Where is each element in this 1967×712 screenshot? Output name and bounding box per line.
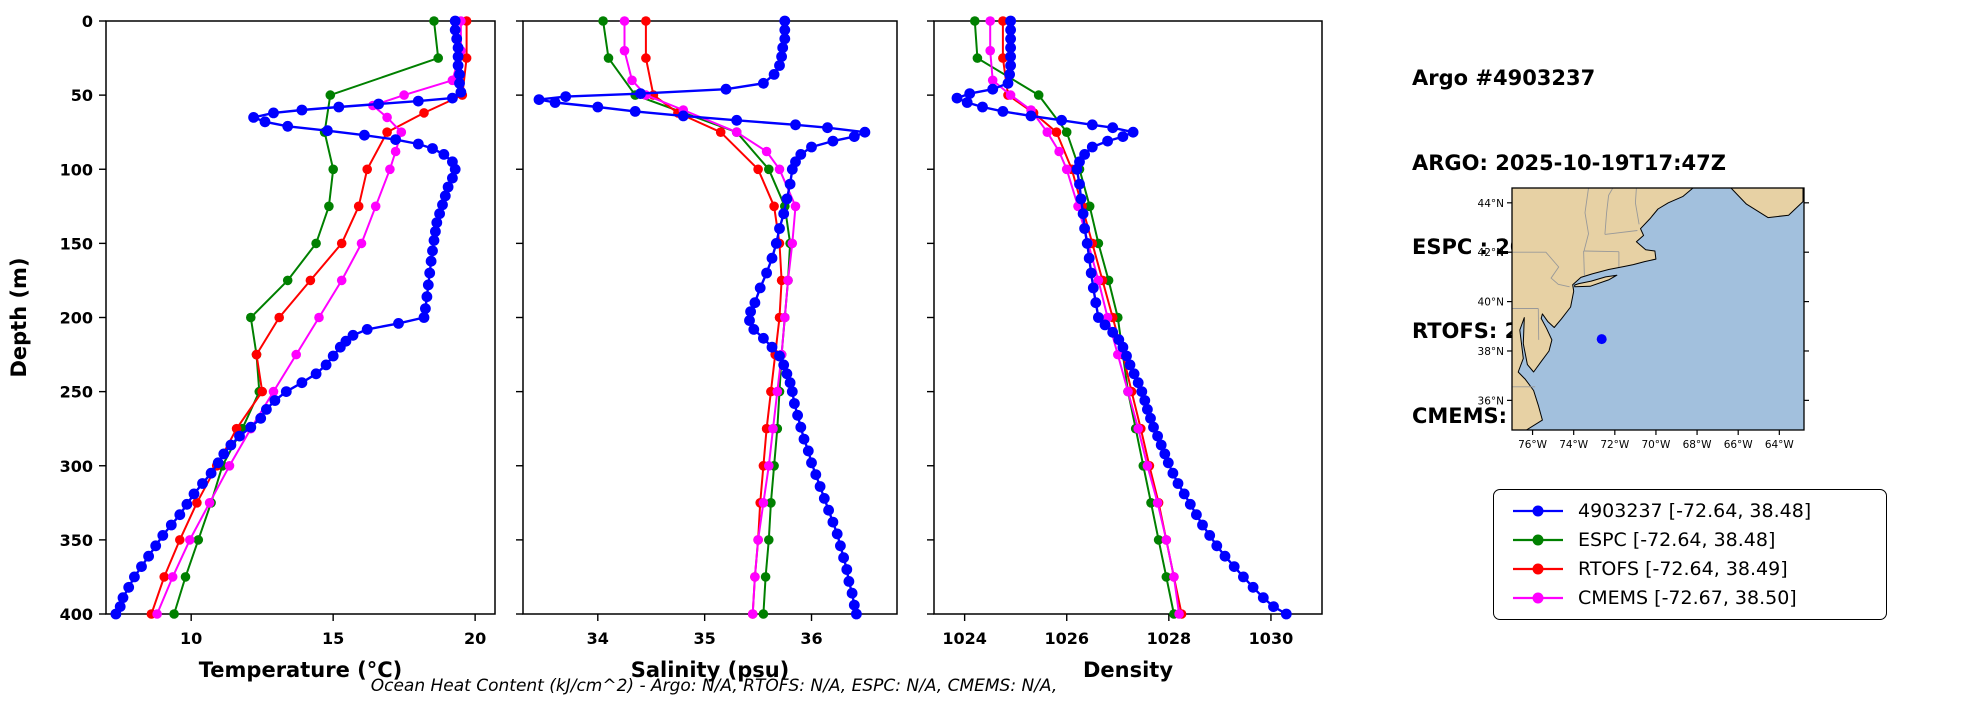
legend-item-4903237: 4903237 [-72.64, 38.48] (1510, 500, 1870, 522)
map-land (1574, 274, 1618, 288)
depth-tick-label: 400 (60, 605, 93, 624)
map-land (1730, 188, 1804, 219)
plot-frame (522, 20, 898, 615)
x-tick-label: 36 (800, 629, 822, 648)
depth-tick-label: 0 (82, 12, 93, 31)
legend-label: RTOFS [-72.64, 38.49] (1578, 558, 1788, 580)
legend-box: 4903237 [-72.64, 38.48] ESPC [-72.64, 38.… (1493, 489, 1887, 620)
map-lat-label: 40°N (1478, 297, 1504, 309)
depth-tick-label: 200 (60, 309, 93, 328)
map-lon-label: 76°W (1518, 439, 1548, 451)
x-tick-label: 35 (694, 629, 716, 648)
series-CMEMS (985, 16, 1184, 619)
float-position-dot (1596, 334, 1607, 345)
map-lat-label: 36°N (1478, 395, 1504, 407)
map-state-border (1604, 188, 1614, 235)
legend-item-espc: ESPC [-72.64, 38.48] (1510, 529, 1870, 551)
map-state-border (1634, 188, 1640, 225)
legend-marker-icon (1513, 563, 1563, 575)
depth-tick-label: 50 (71, 86, 93, 105)
chart-panel-1: 34 35 36 Salinity (psu) (516, 15, 898, 682)
location-map: 44°N 42°N 40°N 38°N 36°N 76°W 74°W 72°W 70°W 68°W… (1478, 187, 1809, 451)
map-state-border (1583, 188, 1589, 252)
plot-frame (933, 20, 1323, 615)
depth-tick-label: 250 (60, 383, 93, 402)
map-state-border (1583, 250, 1585, 276)
depth-tick-label: 300 (60, 457, 93, 476)
plot-frame (105, 20, 496, 615)
legend-label: ESPC [-72.64, 38.48] (1578, 529, 1776, 551)
legend-marker-icon (1513, 592, 1563, 604)
map-state-border (1512, 251, 1570, 288)
series-4903237 (951, 15, 1292, 620)
map-lon-label: 72°W (1600, 439, 1630, 451)
map-lat-label: 42°N (1478, 247, 1504, 259)
series-4903237 (110, 15, 467, 620)
legend-item-rtofs: RTOFS [-72.64, 38.49] (1510, 558, 1870, 580)
map-frame (1511, 187, 1805, 431)
x-tick-label: 1028 (1147, 629, 1192, 648)
series-RTOFS (146, 16, 472, 619)
legend-label: CMEMS [-72.67, 38.50] (1578, 587, 1797, 609)
profile-charts: 10 15 20050100150200250300350400Temperatur… (7, 12, 1323, 682)
x-tick-label: 1024 (942, 629, 987, 648)
chart-panel-0: 10 15 20050100150200250300350400Temperatur… (60, 12, 496, 682)
depth-tick-label: 100 (60, 160, 93, 179)
map-lon-label: 64°W (1765, 439, 1795, 451)
depth-tick-label: 350 (60, 531, 93, 550)
depth-tick-label: 150 (60, 234, 93, 253)
chart-panel-2: 1024 1026 1028 1030 Density (927, 15, 1323, 682)
x-axis-label: Density (1083, 658, 1173, 682)
series-line (150, 21, 468, 615)
map-lon-label: 68°W (1683, 439, 1713, 451)
map-lon-label: 70°W (1641, 439, 1671, 451)
legend-marker-icon (1513, 505, 1563, 517)
map-state-border (1604, 230, 1638, 235)
map-lat-label: 38°N (1478, 346, 1504, 358)
x-tick-label: 1026 (1044, 629, 1089, 648)
map-lon-label: 74°W (1559, 439, 1589, 451)
map-canvas (1512, 188, 1804, 430)
series-line (644, 21, 783, 615)
legend-item-cmems: CMEMS [-72.67, 38.50] (1510, 587, 1870, 609)
map-land (1512, 188, 1694, 430)
x-axis-label: Salinity (psu) (631, 658, 790, 682)
x-axis-label: Temperature (°C) (199, 658, 402, 682)
x-tick-label: 10 (180, 629, 202, 648)
map-lon-label: 66°W (1724, 439, 1754, 451)
y-axis-label: Depth (m) (7, 257, 31, 377)
series-4903237 (533, 15, 871, 620)
x-tick-label: 15 (322, 629, 344, 648)
legend-marker-icon (1513, 534, 1563, 546)
map-lat-label: 44°N (1478, 198, 1504, 210)
series-line (623, 21, 797, 615)
x-tick-label: 20 (464, 629, 486, 648)
argo-timestamp: ARGO: 2025-10-19T17:47Z (1412, 150, 1726, 175)
x-tick-label: 34 (587, 629, 609, 648)
map-state-border (1583, 250, 1619, 253)
legend-label: 4903237 [-72.64, 38.48] (1578, 500, 1812, 522)
figure-title: Argo #4903237 (1412, 66, 1596, 91)
x-tick-label: 1030 (1249, 629, 1294, 648)
ohc-caption: Ocean Heat Content (kJ/cm^2) - Argo: N/A… (370, 676, 1058, 696)
